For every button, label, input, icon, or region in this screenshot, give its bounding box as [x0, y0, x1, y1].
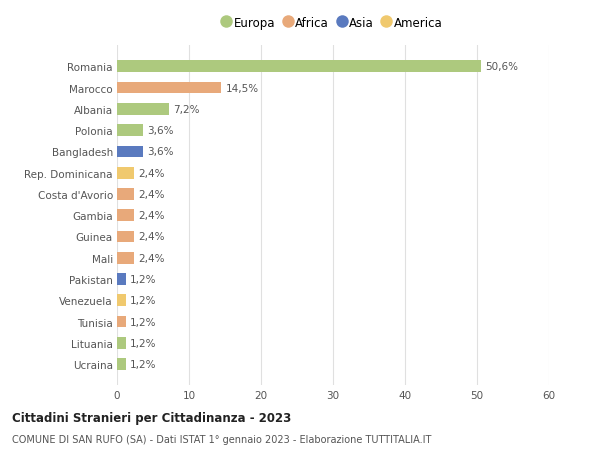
Bar [117, 231, 134, 243]
Text: 2,4%: 2,4% [139, 168, 165, 178]
Bar [117, 210, 134, 222]
Text: 14,5%: 14,5% [226, 84, 259, 93]
Bar [117, 358, 125, 370]
Legend: Europa, Africa, Asia, America: Europa, Africa, Asia, America [220, 13, 446, 33]
Bar [117, 337, 125, 349]
Text: 1,2%: 1,2% [130, 359, 157, 369]
Text: 1,2%: 1,2% [130, 296, 157, 306]
Bar [117, 168, 134, 179]
Text: 2,4%: 2,4% [139, 211, 165, 221]
Text: 2,4%: 2,4% [139, 253, 165, 263]
Bar [117, 316, 125, 328]
Text: 2,4%: 2,4% [139, 232, 165, 242]
Text: Cittadini Stranieri per Cittadinanza - 2023: Cittadini Stranieri per Cittadinanza - 2… [12, 411, 291, 424]
Text: COMUNE DI SAN RUFO (SA) - Dati ISTAT 1° gennaio 2023 - Elaborazione TUTTITALIA.I: COMUNE DI SAN RUFO (SA) - Dati ISTAT 1° … [12, 434, 431, 444]
Bar [117, 189, 134, 200]
Text: 50,6%: 50,6% [485, 62, 518, 72]
Text: 2,4%: 2,4% [139, 190, 165, 200]
Bar [117, 146, 143, 158]
Bar [117, 295, 125, 307]
Text: 1,2%: 1,2% [130, 274, 157, 285]
Bar [117, 252, 134, 264]
Bar [117, 83, 221, 94]
Bar [117, 104, 169, 116]
Text: 7,2%: 7,2% [173, 105, 200, 115]
Bar [117, 125, 143, 137]
Text: 1,2%: 1,2% [130, 317, 157, 327]
Text: 1,2%: 1,2% [130, 338, 157, 348]
Text: 3,6%: 3,6% [147, 147, 174, 157]
Text: 3,6%: 3,6% [147, 126, 174, 136]
Bar [117, 62, 481, 73]
Bar [117, 274, 125, 285]
